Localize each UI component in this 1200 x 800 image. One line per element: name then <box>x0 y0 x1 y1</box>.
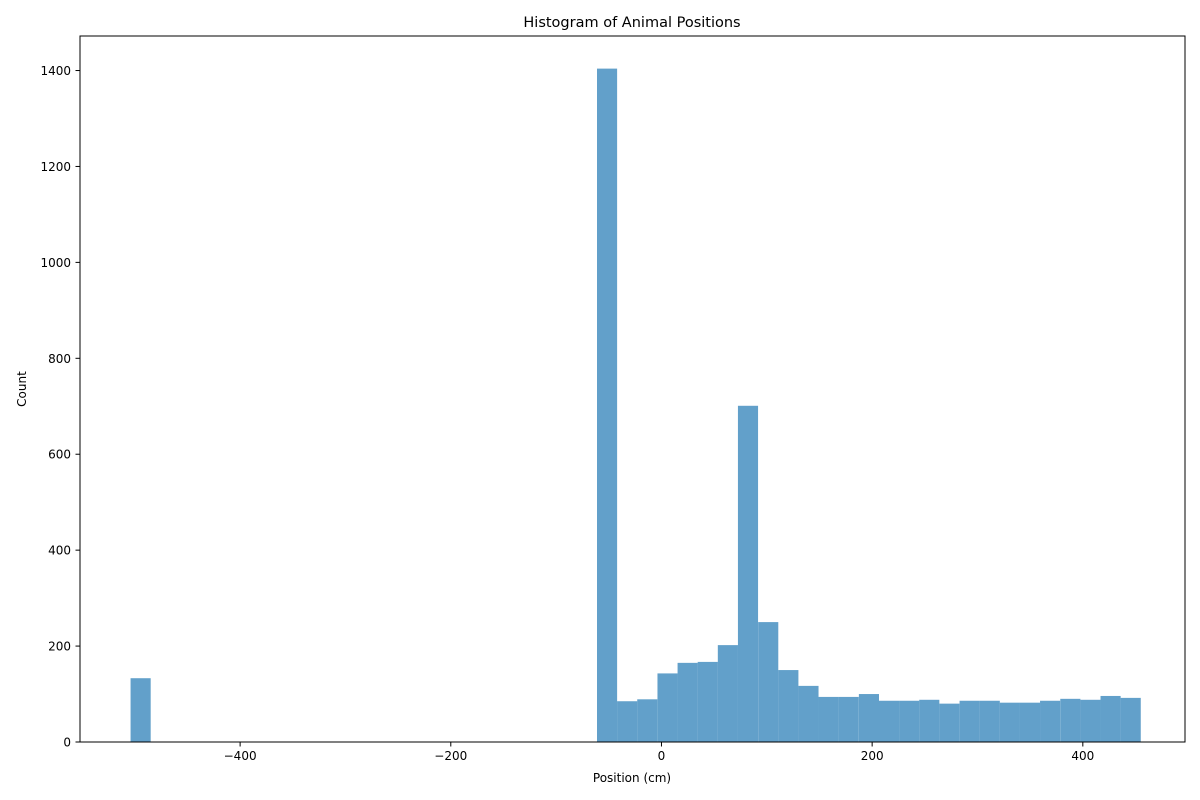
histogram-bar <box>758 622 779 742</box>
x-tick-label: 200 <box>861 749 884 763</box>
histogram-bar <box>959 700 980 742</box>
y-tick-label: 0 <box>63 736 71 750</box>
y-tick-label: 1000 <box>40 256 71 270</box>
histogram-bar <box>979 700 1000 742</box>
chart-title: Histogram of Animal Positions <box>523 15 740 31</box>
histogram-bar <box>737 405 759 742</box>
y-tick-label: 600 <box>48 448 71 462</box>
histogram-bar <box>1120 697 1141 743</box>
histogram-bar <box>838 696 859 742</box>
histogram-bar <box>1100 695 1121 742</box>
histogram-bar <box>677 662 698 742</box>
histogram-bar <box>919 699 940 742</box>
plot-frame <box>79 35 1186 743</box>
histogram-bar <box>597 68 618 743</box>
histogram-bar <box>878 700 900 742</box>
y-axis-label: Count <box>15 371 29 407</box>
y-tick-label: 800 <box>48 352 71 366</box>
x-tick-label: 0 <box>658 749 666 763</box>
histogram-bar <box>130 678 151 742</box>
y-tick-label: 200 <box>48 640 71 654</box>
y-axis-ticks: 0 200 400 600 800 1000 1200 1400 <box>40 64 80 750</box>
histogram-bar <box>1080 699 1101 742</box>
histogram-bar <box>899 700 920 742</box>
histogram-bar <box>818 696 839 742</box>
histogram-bar <box>999 702 1020 742</box>
histogram-bar <box>617 701 638 742</box>
x-axis-label: Position (cm) <box>593 771 671 785</box>
histogram-bar <box>939 703 960 742</box>
histogram-bar <box>697 661 718 742</box>
histogram-bar <box>778 670 799 742</box>
x-tick-label: −200 <box>434 749 467 763</box>
x-axis-ticks: −400 −200 0 200 400 <box>224 742 1094 763</box>
histogram-bar <box>657 673 678 742</box>
histogram-bar <box>637 699 658 742</box>
y-tick-label: 1400 <box>40 64 71 78</box>
histogram-bar <box>1019 702 1041 742</box>
y-tick-label: 400 <box>48 544 71 558</box>
bars-group <box>130 68 1141 743</box>
histogram-bar <box>1040 700 1061 742</box>
histogram-bar <box>717 645 738 742</box>
histogram-bar <box>1060 698 1081 742</box>
y-tick-label: 1200 <box>40 160 71 174</box>
x-tick-label: 400 <box>1071 749 1094 763</box>
x-tick-label: −400 <box>224 749 257 763</box>
histogram-bar <box>858 694 879 742</box>
histogram-bar <box>798 685 819 742</box>
